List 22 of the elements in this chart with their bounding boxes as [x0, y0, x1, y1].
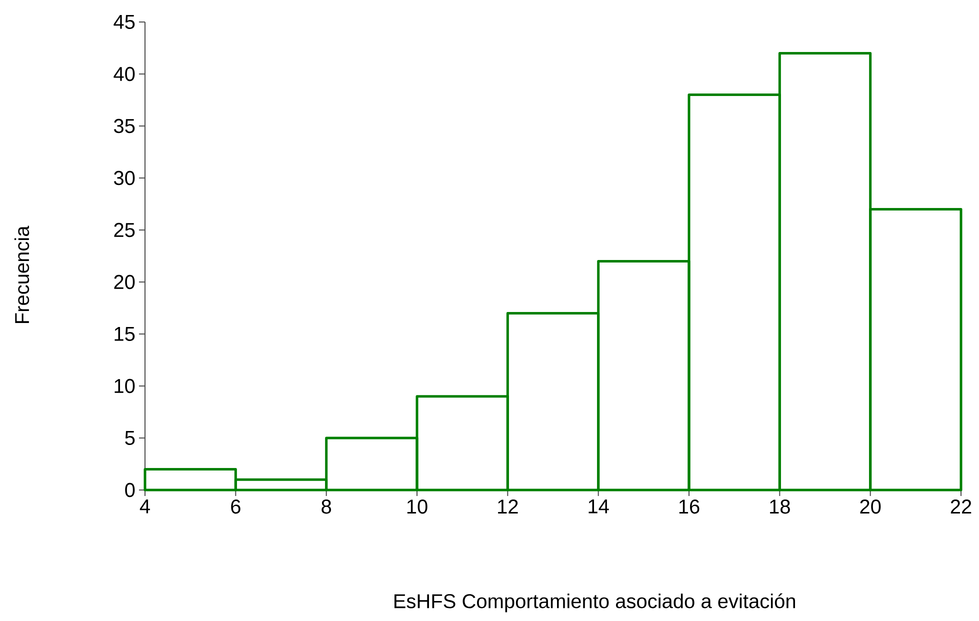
y-tick-label: 45: [114, 15, 135, 29]
x-tick-label: 14: [588, 500, 609, 514]
y-tick-label: 20: [114, 274, 135, 290]
x-tick-label: 4: [140, 500, 150, 514]
y-tick-label: 10: [114, 378, 135, 394]
y-tick-label: 5: [125, 431, 135, 445]
x-tick-label: 6: [231, 500, 240, 514]
y-tick-label: 25: [114, 222, 135, 238]
y-tick-label: 0: [125, 482, 135, 498]
y-tick-label: 35: [114, 118, 135, 134]
x-tick-label: 8: [322, 500, 332, 514]
x-axis-title: EsHFS Comportamiento asociado a evitación: [394, 593, 796, 612]
y-axis-title: Frecuencia: [14, 226, 30, 324]
y-tick-label: 30: [114, 170, 135, 186]
x-tick-label: 20: [860, 500, 881, 514]
x-tick-label: 12: [498, 500, 518, 514]
y-tick-label: 40: [114, 66, 135, 82]
x-tick-label: 16: [679, 500, 700, 514]
x-tick-label: 10: [407, 500, 428, 514]
x-tick-label: 22: [950, 500, 972, 514]
x-tick-label: 18: [770, 500, 790, 514]
y-tick-label: 15: [114, 327, 135, 341]
